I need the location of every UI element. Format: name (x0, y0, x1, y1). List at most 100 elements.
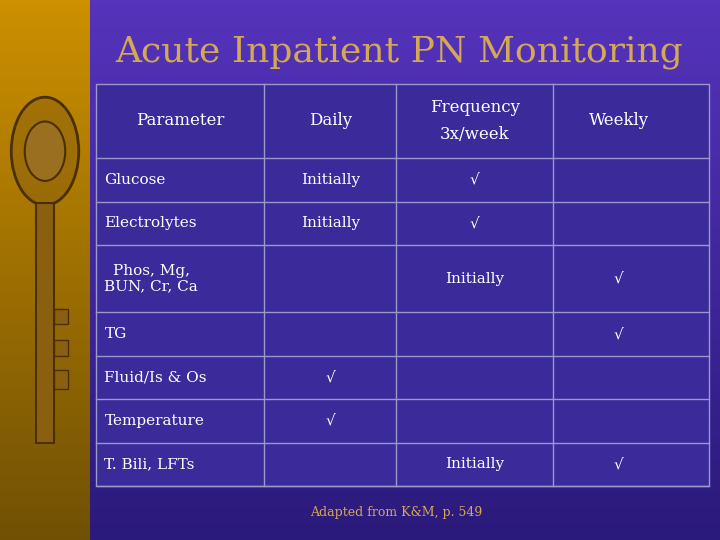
Bar (0, 486, 90, 491)
Bar (0, 189, 720, 194)
Bar (0, 302, 90, 308)
Bar (0, 513, 90, 518)
Bar (0, 92, 90, 97)
Bar (0, 340, 720, 346)
Bar (0, 27, 90, 32)
Bar (0, 475, 90, 481)
Bar (54, 340, 68, 356)
Bar (0, 313, 90, 319)
Bar (0, 81, 720, 86)
Bar (0, 443, 720, 448)
Bar (0, 475, 720, 481)
Bar (0, 11, 90, 16)
Text: √: √ (614, 272, 624, 286)
Bar (0, 38, 720, 43)
Bar (0, 275, 720, 281)
Bar (0, 502, 720, 508)
Text: Weekly: Weekly (589, 112, 649, 130)
Bar (0, 394, 720, 400)
Bar (0, 221, 720, 227)
Bar (0, 38, 90, 43)
Bar (0, 146, 720, 151)
Bar (0, 346, 90, 351)
Bar (0, 205, 720, 211)
Bar (0, 491, 90, 497)
Bar (0, 227, 720, 232)
Bar (0, 292, 720, 297)
Bar (0, 383, 720, 389)
Bar (0, 535, 720, 540)
Bar (0, 216, 90, 221)
Text: √: √ (325, 414, 336, 428)
Bar (0, 194, 720, 200)
Bar (0, 151, 720, 157)
Bar (0, 416, 90, 421)
Bar (0, 335, 90, 340)
Bar (0, 65, 90, 70)
Bar (0, 119, 90, 124)
Bar (54, 309, 68, 324)
Bar (0, 49, 720, 54)
Bar (0, 184, 90, 189)
Bar (0, 162, 90, 167)
Bar (0, 259, 720, 265)
Bar (0, 308, 90, 313)
Bar (0, 211, 90, 216)
Bar (0, 410, 90, 416)
Bar (0, 421, 90, 427)
Bar (0, 227, 90, 232)
Bar (0, 178, 720, 184)
Bar (0, 275, 90, 281)
Bar (0, 373, 90, 378)
Bar (0, 367, 90, 373)
Bar (0, 248, 720, 254)
Bar (0, 238, 720, 243)
Bar (0, 43, 90, 49)
Bar (0, 151, 90, 157)
Bar (0, 491, 720, 497)
Text: Adapted from K&M, p. 549: Adapted from K&M, p. 549 (310, 507, 482, 519)
Bar (0, 81, 90, 86)
Text: √: √ (325, 370, 336, 384)
Bar (0, 459, 90, 464)
Bar (0, 416, 720, 421)
Bar (0, 481, 90, 486)
Bar (0, 173, 90, 178)
Bar (0, 389, 720, 394)
Bar (0, 524, 90, 529)
Bar (0, 173, 720, 178)
Text: Initially: Initially (445, 272, 504, 286)
Bar (0, 313, 720, 319)
Bar (0, 119, 720, 124)
Text: Initially: Initially (301, 173, 360, 187)
Bar (0, 113, 720, 119)
Bar (0, 238, 90, 243)
Bar (0, 108, 720, 113)
Bar (0, 432, 720, 437)
Bar (0, 70, 720, 76)
Bar (0, 221, 90, 227)
Bar (0, 254, 90, 259)
Bar (0, 265, 720, 270)
Text: √: √ (614, 327, 624, 341)
Text: Daily: Daily (309, 112, 352, 130)
Text: Initially: Initially (301, 216, 360, 230)
Bar (0, 405, 90, 410)
Bar (0, 5, 90, 11)
Text: Frequency: Frequency (430, 99, 520, 116)
Bar (54, 370, 68, 389)
Bar (0, 157, 720, 162)
Bar (0, 529, 720, 535)
Bar (0, 86, 90, 92)
Text: Acute Inpatient PN Monitoring: Acute Inpatient PN Monitoring (116, 35, 683, 69)
Bar (0, 356, 720, 362)
Bar (0, 464, 90, 470)
Bar (0, 135, 720, 140)
Bar (0, 400, 90, 405)
Bar (0, 302, 720, 308)
Bar (0, 281, 720, 286)
Bar (0, 167, 720, 173)
Bar (0, 5, 720, 11)
Bar (0, 59, 720, 65)
Bar (0, 0, 90, 5)
